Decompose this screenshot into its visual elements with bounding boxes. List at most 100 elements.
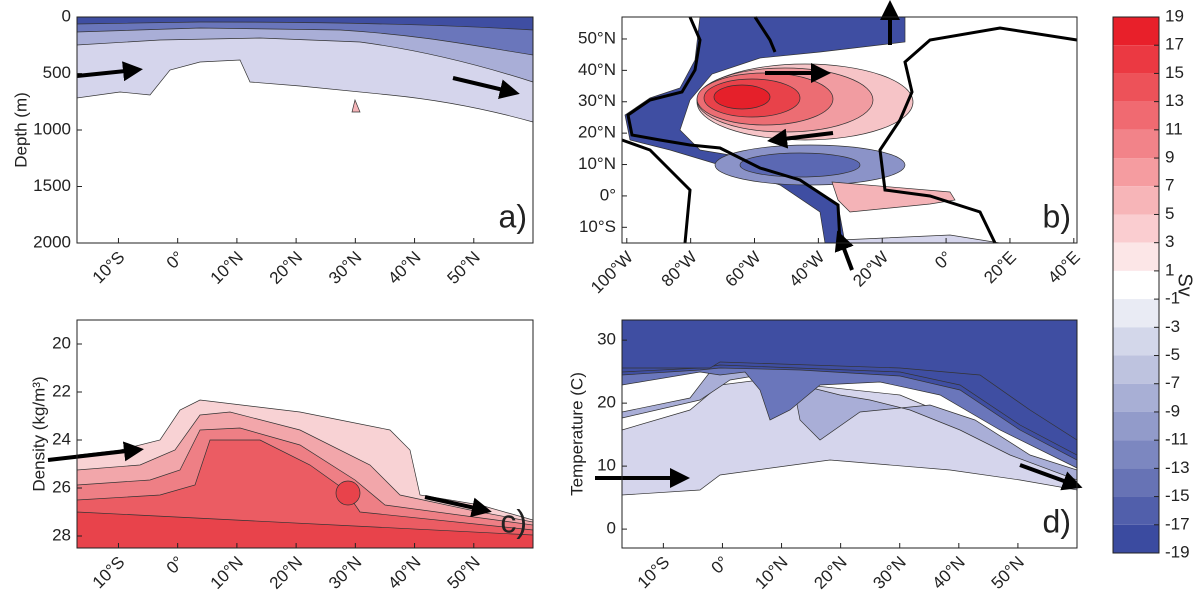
y-tick-label: 50°N xyxy=(578,28,616,47)
arrow xyxy=(424,495,492,518)
plot-frame xyxy=(621,16,1078,244)
y-tick-label: 20 xyxy=(597,393,616,412)
x-tick-label: 50°N xyxy=(443,248,483,288)
colorbar-band xyxy=(1113,440,1159,469)
colorbar-tick-label: -13 xyxy=(1165,458,1190,477)
x-tick-label: 0° xyxy=(163,248,188,273)
x-tick-label: 60°W xyxy=(722,248,765,291)
plot-frame xyxy=(76,319,534,549)
arrow xyxy=(47,441,144,462)
x-tick-label: 0° xyxy=(931,248,956,273)
colorbar-band xyxy=(1113,411,1159,441)
panel-label: b) xyxy=(1043,198,1071,234)
colorbar-band xyxy=(1113,327,1159,356)
colorbar-band xyxy=(1113,242,1159,271)
x-tick-label: 30°N xyxy=(869,553,909,593)
x-tick-label: 20°N xyxy=(266,248,306,288)
colorbar-tick-label: -17 xyxy=(1165,514,1190,533)
arrow xyxy=(767,128,834,149)
colorbar-band xyxy=(1113,383,1159,412)
panel-label: d) xyxy=(1043,503,1071,539)
x-tick-label: 40°N xyxy=(929,553,969,593)
x-tick-label: 10°S xyxy=(634,553,674,593)
y-tick-label: 2000 xyxy=(33,232,71,251)
colorbar-tick-label: 9 xyxy=(1165,148,1174,167)
panel-label: c) xyxy=(500,503,527,539)
arrow xyxy=(1019,463,1083,491)
x-tick-label: 20°E xyxy=(980,248,1020,288)
colorbar-band xyxy=(1113,73,1159,102)
y-tick-label: 0 xyxy=(62,6,71,25)
y-tick-label: 30 xyxy=(597,330,616,349)
x-tick-label: 40°N xyxy=(384,553,424,593)
colorbar-tick-label: -1 xyxy=(1165,289,1180,308)
y-tick-label: 10°N xyxy=(578,154,616,173)
colorbar-band xyxy=(1113,299,1159,328)
y-axis-label: Depth (m) xyxy=(11,92,30,168)
panel-label: a) xyxy=(499,198,527,234)
y-axis-label: Temperature (C) xyxy=(567,372,586,496)
colorbar-band xyxy=(1113,129,1159,159)
panel-d-fill xyxy=(621,319,1078,496)
x-tick-label: 10°S xyxy=(89,553,129,593)
y-tick-label: 40°N xyxy=(578,60,616,79)
x-tick-label: 50°N xyxy=(988,553,1028,593)
colorbar-band xyxy=(1113,270,1159,300)
y-tick-label: 20°N xyxy=(578,123,616,142)
x-tick-label: 20°W xyxy=(849,248,892,291)
x-tick-label: 20°N xyxy=(810,553,850,593)
x-tick-label: 20°N xyxy=(266,553,306,593)
colorbar-tick-label: 17 xyxy=(1165,35,1184,54)
x-tick-label: 10°S xyxy=(89,248,129,288)
x-tick-label: 40°W xyxy=(785,248,828,291)
colorbar-band xyxy=(1113,17,1159,46)
colorbar-band xyxy=(1113,524,1159,553)
plot-frame xyxy=(621,319,1078,549)
x-tick-label: 30°N xyxy=(325,553,365,593)
y-tick-label: 10 xyxy=(597,456,616,475)
colorbar-tick-label: -15 xyxy=(1165,486,1190,505)
x-tick-label: 40°N xyxy=(384,248,424,288)
x-tick-label: 80°W xyxy=(658,248,701,291)
y-tick-label: 24 xyxy=(52,429,71,448)
y-tick-label: 0° xyxy=(600,185,616,204)
colorbar-frame xyxy=(1112,16,1160,554)
arrow xyxy=(452,76,520,99)
colorbar-tick-label: 1 xyxy=(1165,260,1174,279)
colorbar-tick-label: -11 xyxy=(1165,430,1188,449)
colorbar-band xyxy=(1113,496,1159,525)
colorbar-band xyxy=(1113,101,1159,130)
colorbar-tick-label: -5 xyxy=(1165,345,1180,364)
colorbar-tick-label: 11 xyxy=(1165,119,1183,138)
y-tick-label: 500 xyxy=(43,63,71,82)
arrow xyxy=(76,61,143,82)
colorbar-band xyxy=(1113,468,1159,497)
colorbar-tick-label: 13 xyxy=(1165,91,1184,110)
colorbar-tick-label: -7 xyxy=(1165,373,1180,392)
x-tick-label: 10°N xyxy=(207,553,247,593)
colorbar-band xyxy=(1113,158,1159,187)
x-tick-label: 10°N xyxy=(751,553,791,593)
y-tick-label: 0 xyxy=(607,519,616,538)
panel-a-fill xyxy=(76,16,534,123)
colorbar-band xyxy=(1113,186,1159,215)
panel-c-fill xyxy=(76,399,534,549)
x-tick-label: 0° xyxy=(708,553,733,578)
panel-b-fill xyxy=(621,16,1078,244)
y-tick-label: 1000 xyxy=(33,119,71,138)
y-tick-label: 22 xyxy=(52,381,71,400)
arrows xyxy=(47,0,1083,518)
colorbar-band xyxy=(1113,45,1159,74)
y-tick-label: 26 xyxy=(52,477,71,496)
colorbar-tick-label: -19 xyxy=(1165,542,1190,561)
colorbar-tick-label: -9 xyxy=(1165,401,1180,420)
colorbar-tick-label: -3 xyxy=(1165,317,1180,336)
y-tick-label: 20 xyxy=(52,333,71,352)
colorbar-tick-label: 19 xyxy=(1165,6,1184,25)
colorbar-band xyxy=(1113,355,1159,384)
y-axis-label: Density (kg/m³) xyxy=(29,376,48,491)
x-tick-label: 50°N xyxy=(443,553,483,593)
colorbar-tick-label: 5 xyxy=(1165,204,1174,223)
